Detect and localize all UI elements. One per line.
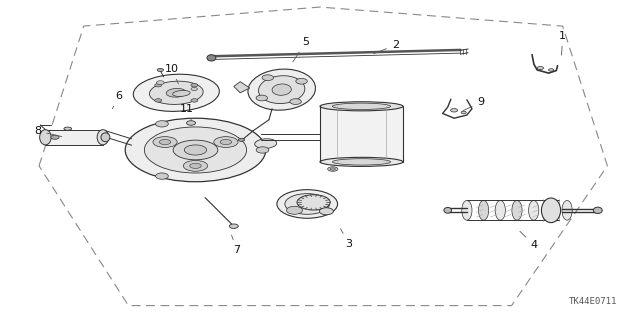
Ellipse shape bbox=[40, 130, 51, 145]
Ellipse shape bbox=[145, 127, 246, 173]
Ellipse shape bbox=[183, 160, 207, 171]
Ellipse shape bbox=[537, 66, 543, 70]
Text: 7: 7 bbox=[232, 235, 241, 255]
Ellipse shape bbox=[173, 140, 218, 160]
Ellipse shape bbox=[461, 111, 467, 114]
Text: 11: 11 bbox=[180, 104, 194, 120]
Ellipse shape bbox=[287, 206, 303, 214]
Ellipse shape bbox=[173, 91, 190, 96]
Ellipse shape bbox=[101, 133, 110, 142]
Ellipse shape bbox=[64, 127, 72, 130]
Ellipse shape bbox=[290, 99, 301, 104]
Ellipse shape bbox=[159, 139, 171, 145]
Ellipse shape bbox=[495, 200, 506, 220]
Ellipse shape bbox=[332, 159, 390, 165]
Polygon shape bbox=[45, 130, 103, 145]
Ellipse shape bbox=[149, 81, 204, 104]
Ellipse shape bbox=[548, 69, 554, 71]
Ellipse shape bbox=[155, 99, 162, 102]
Ellipse shape bbox=[166, 88, 186, 97]
Ellipse shape bbox=[191, 99, 198, 102]
Text: 1: 1 bbox=[559, 31, 566, 55]
Text: 5: 5 bbox=[292, 37, 310, 62]
Ellipse shape bbox=[593, 207, 602, 213]
Ellipse shape bbox=[451, 108, 458, 112]
Ellipse shape bbox=[214, 137, 238, 147]
Polygon shape bbox=[234, 82, 250, 93]
Ellipse shape bbox=[285, 194, 330, 214]
Ellipse shape bbox=[156, 173, 168, 179]
Ellipse shape bbox=[562, 200, 572, 220]
Text: TK44E0711: TK44E0711 bbox=[568, 297, 617, 306]
Ellipse shape bbox=[262, 75, 273, 80]
Ellipse shape bbox=[320, 157, 403, 167]
Ellipse shape bbox=[97, 130, 109, 145]
Ellipse shape bbox=[186, 121, 195, 125]
Ellipse shape bbox=[545, 200, 556, 220]
Ellipse shape bbox=[277, 190, 337, 218]
Ellipse shape bbox=[207, 55, 216, 61]
Ellipse shape bbox=[229, 224, 238, 228]
Ellipse shape bbox=[330, 168, 335, 170]
Ellipse shape bbox=[272, 84, 291, 95]
Text: 6: 6 bbox=[113, 91, 122, 109]
Ellipse shape bbox=[248, 69, 316, 110]
Ellipse shape bbox=[51, 135, 59, 139]
Text: 8: 8 bbox=[34, 126, 62, 137]
Ellipse shape bbox=[297, 195, 330, 210]
Ellipse shape bbox=[320, 102, 403, 111]
Ellipse shape bbox=[157, 68, 164, 71]
Text: 3: 3 bbox=[340, 229, 352, 249]
Ellipse shape bbox=[156, 121, 168, 127]
Ellipse shape bbox=[328, 167, 338, 171]
Ellipse shape bbox=[153, 137, 177, 147]
Ellipse shape bbox=[444, 207, 452, 213]
Ellipse shape bbox=[125, 118, 266, 182]
Polygon shape bbox=[320, 106, 403, 162]
Ellipse shape bbox=[191, 84, 198, 87]
Ellipse shape bbox=[529, 200, 539, 220]
Ellipse shape bbox=[189, 163, 201, 168]
Text: 10: 10 bbox=[165, 64, 179, 84]
Ellipse shape bbox=[184, 145, 207, 155]
Ellipse shape bbox=[296, 78, 307, 84]
Ellipse shape bbox=[332, 103, 390, 109]
Ellipse shape bbox=[256, 95, 268, 101]
Ellipse shape bbox=[259, 76, 305, 104]
Ellipse shape bbox=[462, 200, 472, 220]
Ellipse shape bbox=[191, 87, 197, 91]
Ellipse shape bbox=[512, 200, 522, 220]
Ellipse shape bbox=[133, 74, 220, 111]
Ellipse shape bbox=[255, 139, 276, 148]
Ellipse shape bbox=[157, 81, 164, 85]
Ellipse shape bbox=[319, 208, 333, 215]
Ellipse shape bbox=[541, 198, 561, 223]
Ellipse shape bbox=[479, 200, 489, 220]
Ellipse shape bbox=[220, 139, 232, 145]
Ellipse shape bbox=[256, 147, 269, 153]
Text: 9: 9 bbox=[463, 97, 484, 111]
Ellipse shape bbox=[155, 84, 162, 87]
Text: 4: 4 bbox=[520, 231, 538, 250]
Text: 2: 2 bbox=[374, 40, 399, 54]
Ellipse shape bbox=[238, 138, 244, 141]
